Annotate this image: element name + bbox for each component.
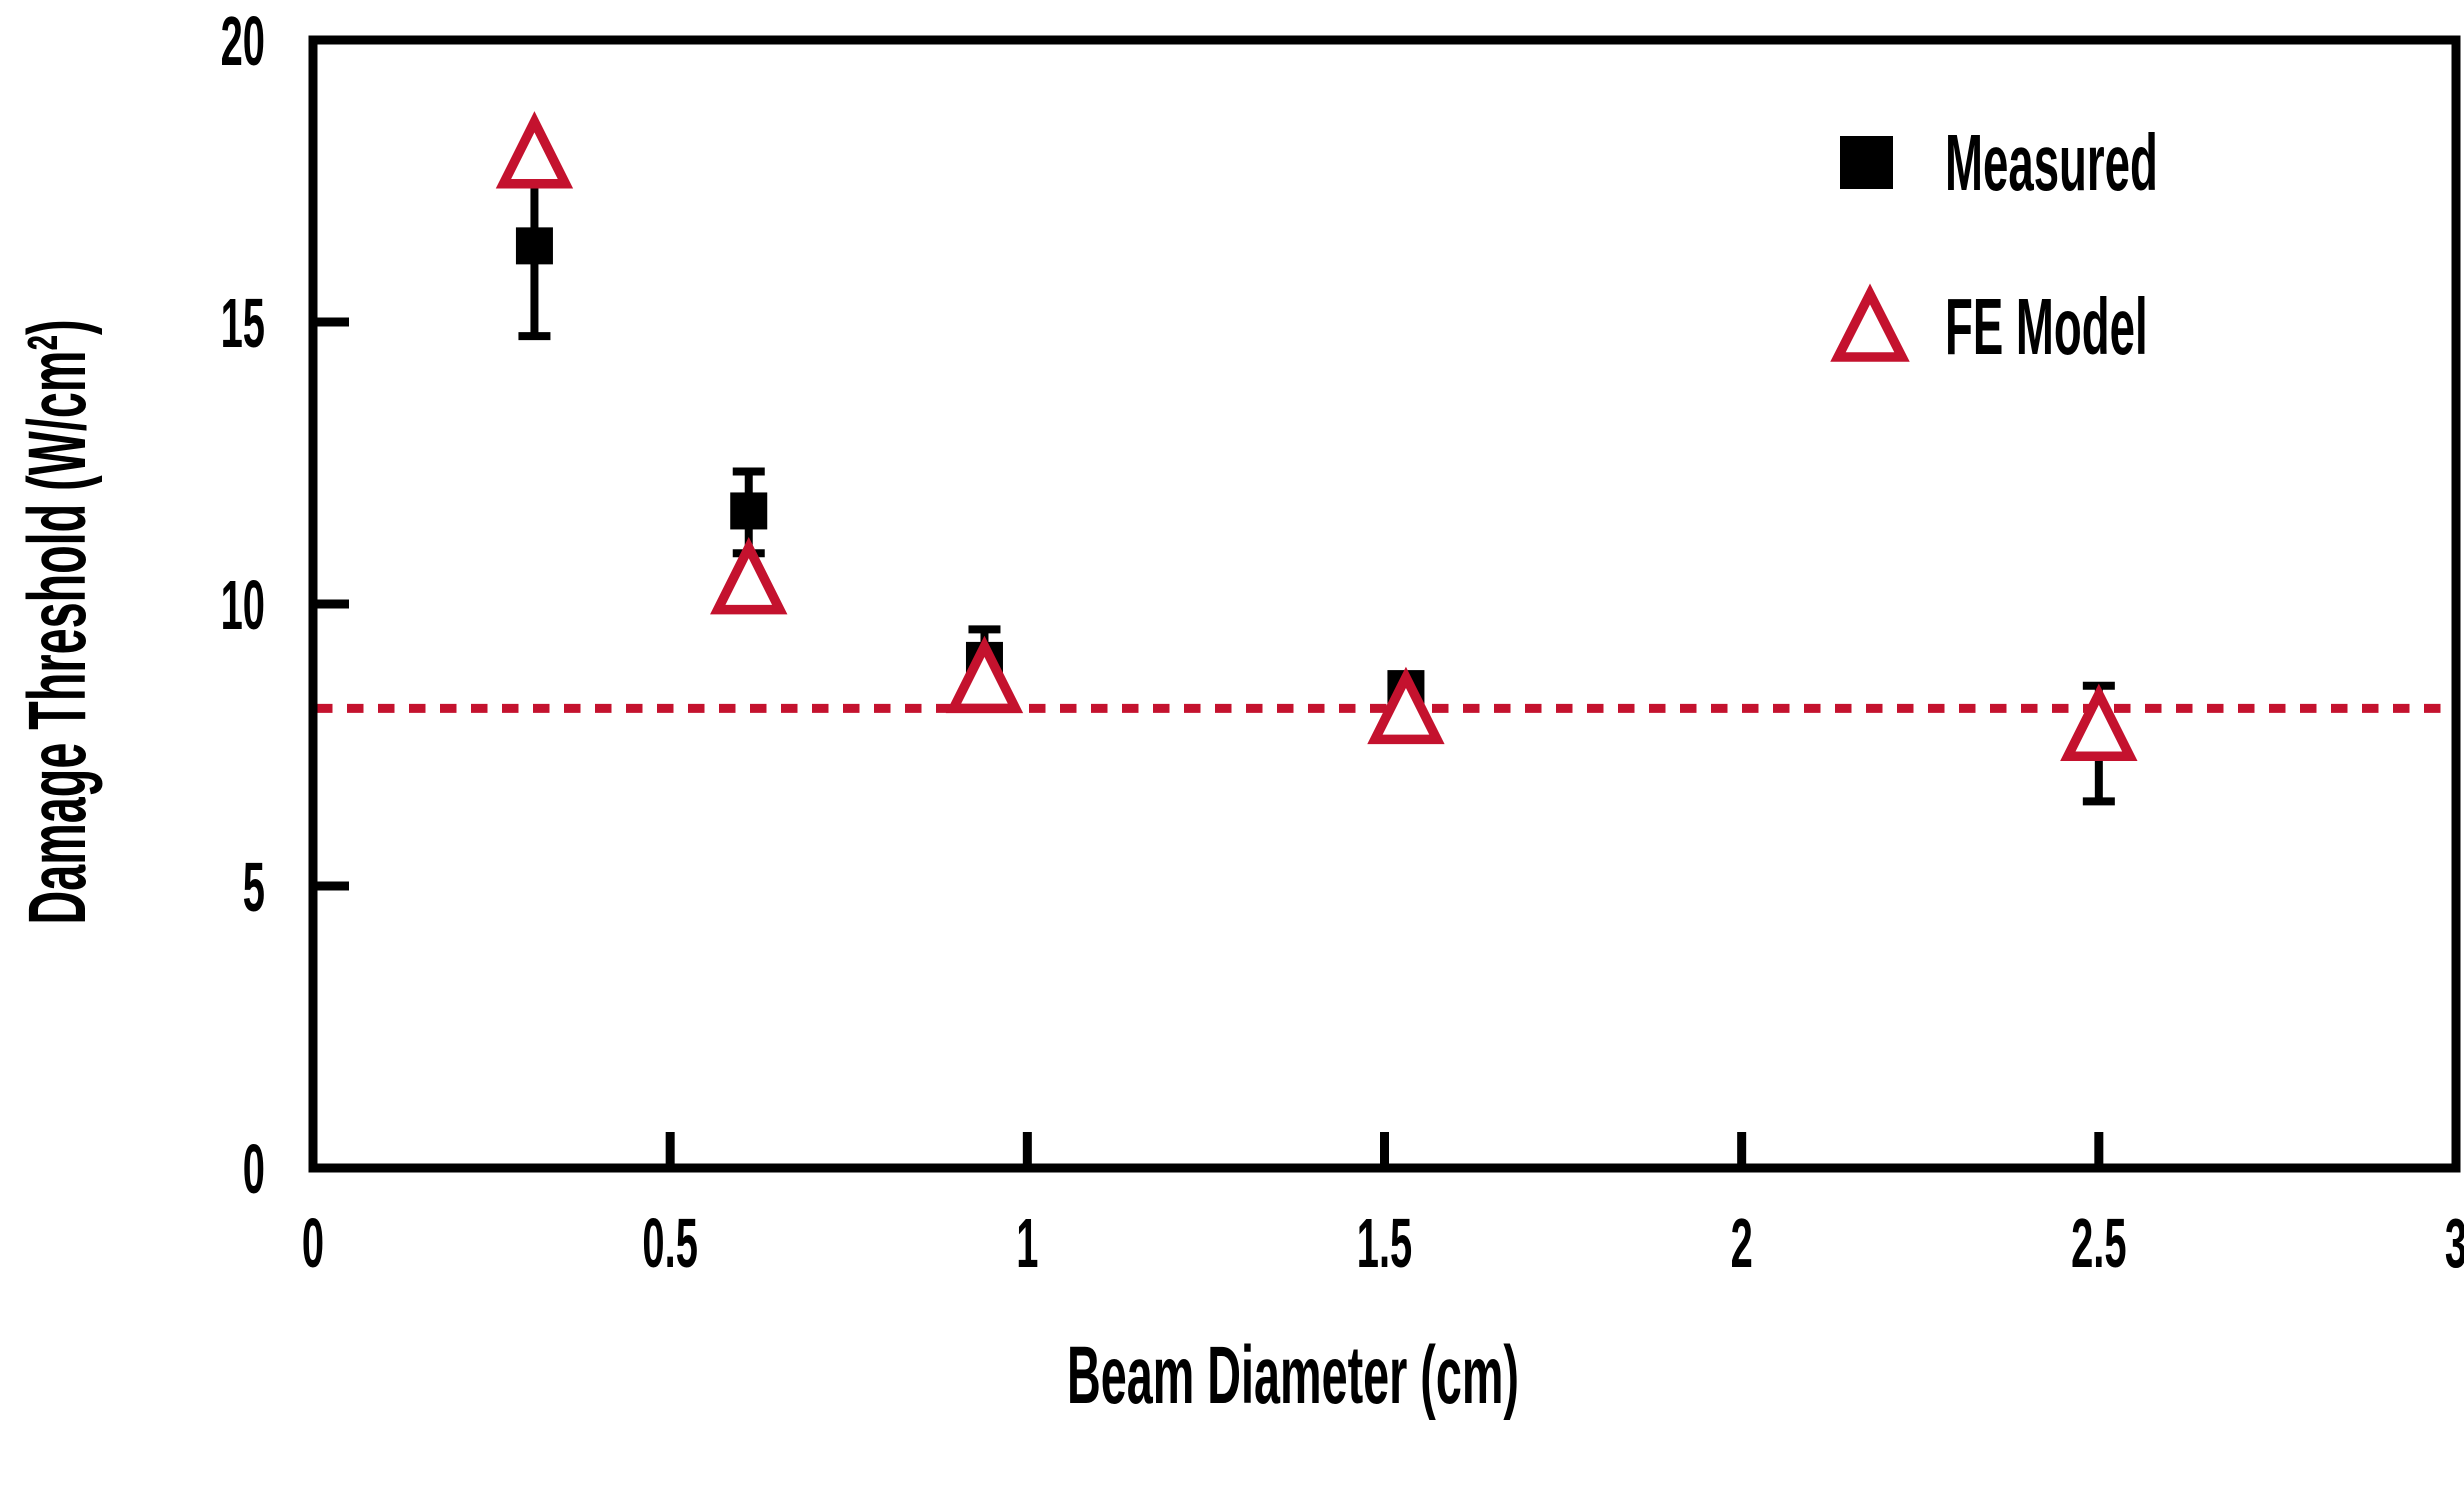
x-axis: 0 0.5 1 1.5 2 2.5 3 xyxy=(302,1132,2464,1283)
fe-model-marker xyxy=(2060,683,2138,762)
y-axis-title: Damage Threshold (W/cm²) xyxy=(13,319,104,924)
plot-frame xyxy=(308,35,2461,1173)
fe-model-marker xyxy=(710,536,788,615)
x-tick-label: 2 xyxy=(1731,1204,1753,1283)
legend-measured-marker xyxy=(1840,136,1893,189)
x-tick-label: 1.5 xyxy=(1357,1204,1412,1283)
fe-model-marker xyxy=(945,635,1024,714)
x-tick-label: 0 xyxy=(302,1204,324,1283)
x-axis-title: Beam Diameter (cm) xyxy=(1067,1331,1519,1422)
measured-marker xyxy=(515,227,553,265)
legend-measured-label: Measured xyxy=(1945,118,2158,208)
y-tick-label: 20 xyxy=(221,2,265,81)
x-tick-label: 2.5 xyxy=(2071,1204,2126,1283)
y-tick-label: 0 xyxy=(243,1130,265,1209)
y-tick-label: 10 xyxy=(221,566,265,645)
fe-model-marker xyxy=(495,111,574,189)
legend-fe-model-marker xyxy=(1830,283,1910,362)
x-tick-label: 0.5 xyxy=(642,1204,697,1283)
x-tick-label: 1 xyxy=(1016,1204,1038,1283)
fe-model-series xyxy=(495,111,2138,762)
y-tick-label: 5 xyxy=(243,848,265,927)
measured-marker xyxy=(730,492,768,530)
legend: Measured FE Model xyxy=(1830,118,2158,372)
fe-model-marker xyxy=(1367,666,1445,745)
y-axis-title-group: Damage Threshold (W/cm²) xyxy=(13,319,104,924)
x-tick-label: 3 xyxy=(2445,1204,2464,1283)
y-tick-label: 15 xyxy=(221,284,265,363)
legend-fe-model-label: FE Model xyxy=(1945,282,2148,372)
y-axis: 0 5 10 15 20 xyxy=(221,2,349,1209)
